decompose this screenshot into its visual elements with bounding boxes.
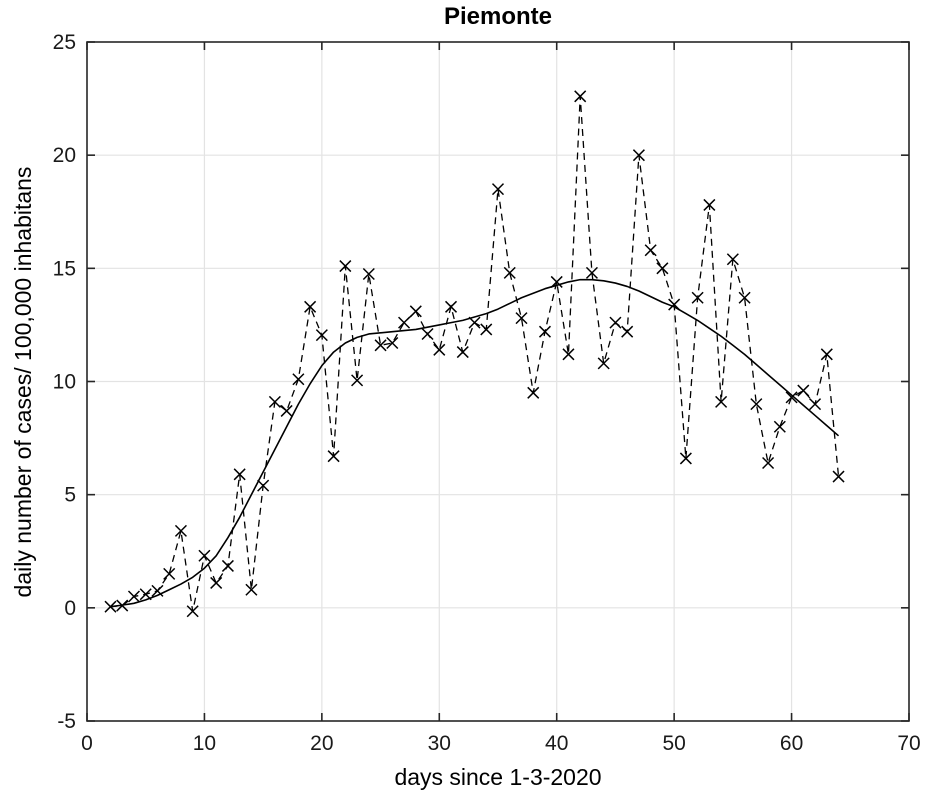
data-point-marker	[773, 420, 786, 433]
x-tick-label: 20	[310, 732, 333, 755]
y-tick-label: 10	[53, 371, 76, 394]
data-point-marker	[715, 395, 728, 408]
data-point-marker	[304, 300, 317, 313]
y-tick-label: 5	[64, 484, 76, 507]
data-point-marker	[656, 262, 669, 275]
y-axis-label: daily number of cases/ 100,000 inhabitan…	[10, 2, 38, 762]
y-tick-label: -5	[57, 710, 76, 733]
y-tick-label: 15	[53, 257, 76, 280]
data-point-marker	[820, 348, 833, 361]
data-point-marker	[726, 253, 739, 266]
data-point-marker	[280, 404, 293, 417]
data-point-marker	[174, 524, 187, 537]
chart-title: Piemonte	[443, 3, 553, 30]
data-point-marker	[468, 316, 481, 329]
data-point-marker	[644, 244, 657, 257]
data-point-marker	[245, 583, 258, 596]
data-point-marker	[738, 291, 751, 304]
data-point-marker	[574, 90, 587, 103]
fit-curve	[110, 278, 840, 608]
data-point-marker	[351, 374, 364, 387]
data-point-marker	[597, 357, 610, 370]
x-tick-label: 30	[428, 732, 451, 755]
data-point-marker	[480, 323, 493, 336]
data-point-marker	[116, 599, 129, 612]
x-tick-label: 50	[662, 732, 685, 755]
data-point-marker	[515, 312, 528, 325]
data-point-marker	[750, 398, 763, 411]
data-point-marker	[433, 343, 446, 356]
data-point-marker	[832, 470, 845, 483]
data-point-marker	[503, 266, 516, 279]
data-point-marker	[703, 198, 716, 211]
data-point-marker	[491, 183, 505, 196]
data-point-marker	[139, 588, 152, 601]
data-point-marker	[409, 305, 422, 318]
data-point-marker	[327, 450, 340, 463]
data-point-marker	[691, 291, 704, 304]
data-point-marker	[679, 452, 692, 465]
data-point-marker	[398, 316, 411, 329]
data-point-marker	[562, 348, 575, 361]
data-point-marker	[609, 316, 622, 329]
data-point-marker	[292, 373, 305, 386]
data-point-marker	[456, 346, 469, 359]
data-point-marker	[221, 559, 234, 572]
data-point-marker	[151, 584, 164, 597]
data-point-marker	[233, 468, 246, 481]
y-tick-label: 25	[53, 31, 76, 54]
y-tick-label: 0	[64, 597, 76, 620]
y-axis-label-text: daily number of cases/ 100,000 inhabitan…	[10, 166, 36, 598]
plot-box-border	[86, 41, 910, 722]
x-tick-label: 60	[780, 732, 803, 755]
data-point-marker	[538, 325, 552, 338]
data-point-marker	[163, 567, 176, 580]
data-point-marker	[386, 336, 399, 350]
x-axis-label: days since 1-3-2020	[394, 764, 602, 790]
data-point-marker	[104, 600, 117, 613]
data-point-marker	[632, 149, 645, 162]
data-point-marker	[421, 327, 434, 341]
x-tick-label: 40	[545, 732, 568, 755]
data-point-marker	[186, 605, 199, 618]
daily-cases-series-line	[110, 96, 840, 612]
data-point-marker	[585, 266, 598, 279]
data-point-marker	[257, 479, 270, 492]
data-point-marker	[339, 260, 352, 273]
data-point-marker	[127, 590, 141, 603]
data-point-marker	[362, 267, 375, 281]
data-point-marker	[210, 576, 223, 589]
x-tick-label: 0	[81, 732, 93, 755]
data-point-marker	[315, 329, 328, 342]
data-point-marker	[198, 549, 211, 562]
data-point-marker	[797, 384, 810, 397]
data-point-marker	[762, 456, 775, 470]
data-point-marker	[668, 298, 681, 311]
data-point-marker	[621, 325, 634, 338]
data-point-marker	[785, 391, 798, 404]
x-tick-label: 10	[193, 732, 216, 755]
data-point-marker	[268, 395, 281, 408]
data-point-marker	[374, 339, 387, 352]
data-point-marker	[444, 300, 458, 313]
data-point-marker	[550, 275, 563, 288]
x-tick-label: 70	[897, 732, 920, 755]
data-point-marker	[809, 398, 822, 411]
y-tick-label: 20	[53, 144, 76, 167]
data-point-marker	[527, 386, 540, 399]
